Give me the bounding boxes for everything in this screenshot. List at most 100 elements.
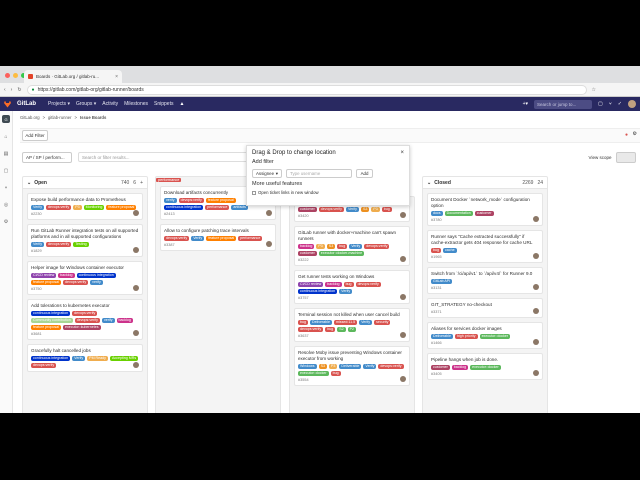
back-icon[interactable]: ‹ bbox=[4, 86, 6, 93]
global-search[interactable]: Search or jump to... bbox=[534, 99, 593, 109]
issue-label[interactable]: verify bbox=[101, 318, 115, 323]
issue-label[interactable]: S2 bbox=[337, 327, 346, 332]
gear-icon[interactable]: ⚙ bbox=[632, 131, 637, 137]
view-scope-button[interactable]: View scope bbox=[586, 152, 614, 163]
home-icon[interactable]: ⌂ bbox=[4, 134, 8, 140]
issue-label[interactable]: devops:verify bbox=[178, 198, 204, 203]
assignee-avatar[interactable] bbox=[133, 330, 139, 336]
issue-label[interactable]: devops:verify bbox=[318, 207, 344, 212]
issue-label[interactable]: devops:verify bbox=[46, 205, 72, 210]
assignee-avatar[interactable] bbox=[266, 241, 272, 247]
merge-requests-icon[interactable]: ⑂ bbox=[608, 101, 612, 107]
issue-title[interactable]: Runner says "Cache extracted successfull… bbox=[431, 234, 533, 245]
assignee-avatar[interactable] bbox=[133, 247, 139, 253]
issue-label[interactable]: verify bbox=[90, 280, 103, 285]
assignee-avatar[interactable] bbox=[533, 253, 539, 259]
issue-label[interactable]: GitLab API bbox=[431, 279, 453, 284]
maximize-dot[interactable] bbox=[21, 73, 26, 78]
issue-title[interactable]: Allow to configure patching trace interv… bbox=[164, 228, 249, 233]
issue-title[interactable]: Pipeline hangs when job is done. bbox=[431, 357, 499, 362]
assignee-avatar[interactable] bbox=[400, 294, 406, 300]
issue-label[interactable]: continuous integration bbox=[31, 356, 71, 361]
nav-milestones[interactable]: Milestones bbox=[124, 101, 149, 107]
issue-label[interactable]: bug bbox=[337, 244, 348, 249]
issue-label[interactable]: executor::docker bbox=[470, 365, 501, 370]
assignee-avatar[interactable] bbox=[133, 210, 139, 216]
todos-icon[interactable]: ✓ bbox=[617, 101, 622, 107]
issue-label[interactable]: executor::docker bbox=[479, 334, 511, 339]
issue-card[interactable]: Get runner tests working on Windows CI/CD… bbox=[294, 270, 410, 304]
chevron-down-icon[interactable]: ⌄ bbox=[427, 179, 432, 186]
issue-label[interactable]: devops:verify bbox=[355, 282, 381, 287]
issue-label[interactable]: bug bbox=[343, 282, 354, 287]
issue-label[interactable]: CI/CD review bbox=[31, 273, 57, 278]
issue-title[interactable]: Get runner tests working on Windows bbox=[298, 274, 375, 279]
bell-icon[interactable]: ● bbox=[624, 132, 628, 138]
assignee-avatar[interactable] bbox=[400, 256, 406, 262]
issue-title[interactable]: Download artifacts concurrently bbox=[164, 190, 229, 195]
crumb-project[interactable]: gitlab-runner bbox=[48, 114, 72, 120]
issue-label[interactable]: Verify bbox=[31, 242, 44, 247]
chevron-down-icon[interactable]: ⌄ bbox=[27, 179, 32, 186]
issue-label[interactable]: Verify bbox=[345, 207, 359, 212]
filter-search-input[interactable]: Search or filter results... bbox=[78, 152, 258, 162]
issue-label[interactable]: bug bbox=[330, 371, 341, 376]
issue-label[interactable]: Deliverable bbox=[310, 320, 332, 325]
issue-label[interactable]: customer bbox=[474, 211, 494, 216]
issue-label[interactable]: feature proposal bbox=[31, 325, 61, 330]
assignee-avatar[interactable] bbox=[133, 285, 139, 291]
issue-label[interactable]: cache bbox=[443, 248, 457, 253]
assignee-avatar[interactable] bbox=[266, 210, 272, 216]
issue-label[interactable]: bug bbox=[431, 248, 441, 253]
issue-label[interactable]: P3 bbox=[316, 244, 325, 249]
issue-label[interactable]: backlog bbox=[116, 318, 133, 323]
issue-label[interactable]: backlog bbox=[451, 365, 469, 370]
issue-label[interactable]: continuous integration bbox=[164, 205, 204, 210]
issue-label[interactable]: Verify bbox=[31, 205, 44, 210]
issue-label[interactable]: Deliverable bbox=[431, 334, 453, 339]
issue-card[interactable]: GIT_STRATEGY no-checkout #3371 bbox=[427, 298, 543, 318]
issue-label[interactable]: customer bbox=[298, 207, 317, 212]
gitlab-logo-icon[interactable] bbox=[4, 100, 11, 108]
issue-card[interactable]: Expose build performance data to Prometh… bbox=[27, 193, 143, 220]
issue-label[interactable]: P3 bbox=[329, 364, 338, 369]
issue-label[interactable]: executor::kubernetes bbox=[62, 325, 101, 330]
tab-close-icon[interactable]: × bbox=[115, 73, 118, 80]
settings-sidebar-icon[interactable]: ⚙ bbox=[3, 219, 9, 225]
issue-label[interactable]: Verify bbox=[363, 364, 377, 369]
assignee-avatar[interactable] bbox=[533, 216, 539, 222]
issue-label[interactable]: devops:verify bbox=[62, 280, 89, 285]
assignee-select[interactable]: Assignee ▾ bbox=[252, 169, 282, 178]
issue-label[interactable]: Documentation bbox=[444, 211, 473, 216]
brand[interactable]: GitLab bbox=[17, 101, 36, 107]
issue-label[interactable]: continuous integration bbox=[76, 273, 116, 278]
issue-label[interactable]: bug bbox=[298, 320, 308, 325]
issue-card[interactable]: Document Docker `network_mode` configura… bbox=[427, 193, 543, 226]
issue-label[interactable]: backlog bbox=[298, 244, 315, 249]
assignee-avatar[interactable] bbox=[533, 370, 539, 376]
issue-label[interactable]: customer bbox=[298, 251, 317, 256]
star-icon[interactable]: ☆ bbox=[591, 86, 597, 93]
close-dot[interactable] bbox=[5, 73, 10, 78]
ci-sidebar-icon[interactable]: ◎ bbox=[3, 202, 9, 208]
issue-card[interactable]: Add tolerations to kubernetes executor co… bbox=[27, 299, 143, 340]
issue-card[interactable]: Gracefully halt cancelled jobs continuous… bbox=[27, 344, 143, 372]
issue-label[interactable]: backlog bbox=[325, 282, 342, 287]
nav-snippets[interactable]: Snippets bbox=[154, 101, 174, 107]
issue-label[interactable]: Testing bbox=[73, 242, 89, 247]
issue-card[interactable]: Resolve Moby issue preventing Windows co… bbox=[294, 346, 410, 386]
assignee-avatar[interactable] bbox=[533, 308, 539, 314]
issue-card[interactable]: Switch from `/ci/api/v1` to `/api/v4/` f… bbox=[427, 267, 543, 294]
issue-label[interactable]: security bbox=[374, 320, 391, 325]
assignee-avatar[interactable] bbox=[533, 284, 539, 290]
nav-projects[interactable]: Projects ▾ bbox=[48, 101, 70, 107]
issue-label[interactable]: devops:verify bbox=[298, 327, 324, 332]
plus-icon[interactable]: +▾ bbox=[522, 101, 529, 107]
assignee-avatar[interactable] bbox=[400, 212, 406, 218]
assignee-avatar[interactable] bbox=[400, 332, 406, 338]
issue-title[interactable]: GitLab runner with docker+machine can't … bbox=[298, 230, 397, 241]
issue-label[interactable]: performance bbox=[205, 205, 230, 210]
chart-icon[interactable]: ▲ bbox=[179, 101, 185, 107]
user-avatar[interactable] bbox=[628, 100, 636, 108]
issue-label[interactable]: feature proposal bbox=[205, 198, 236, 203]
